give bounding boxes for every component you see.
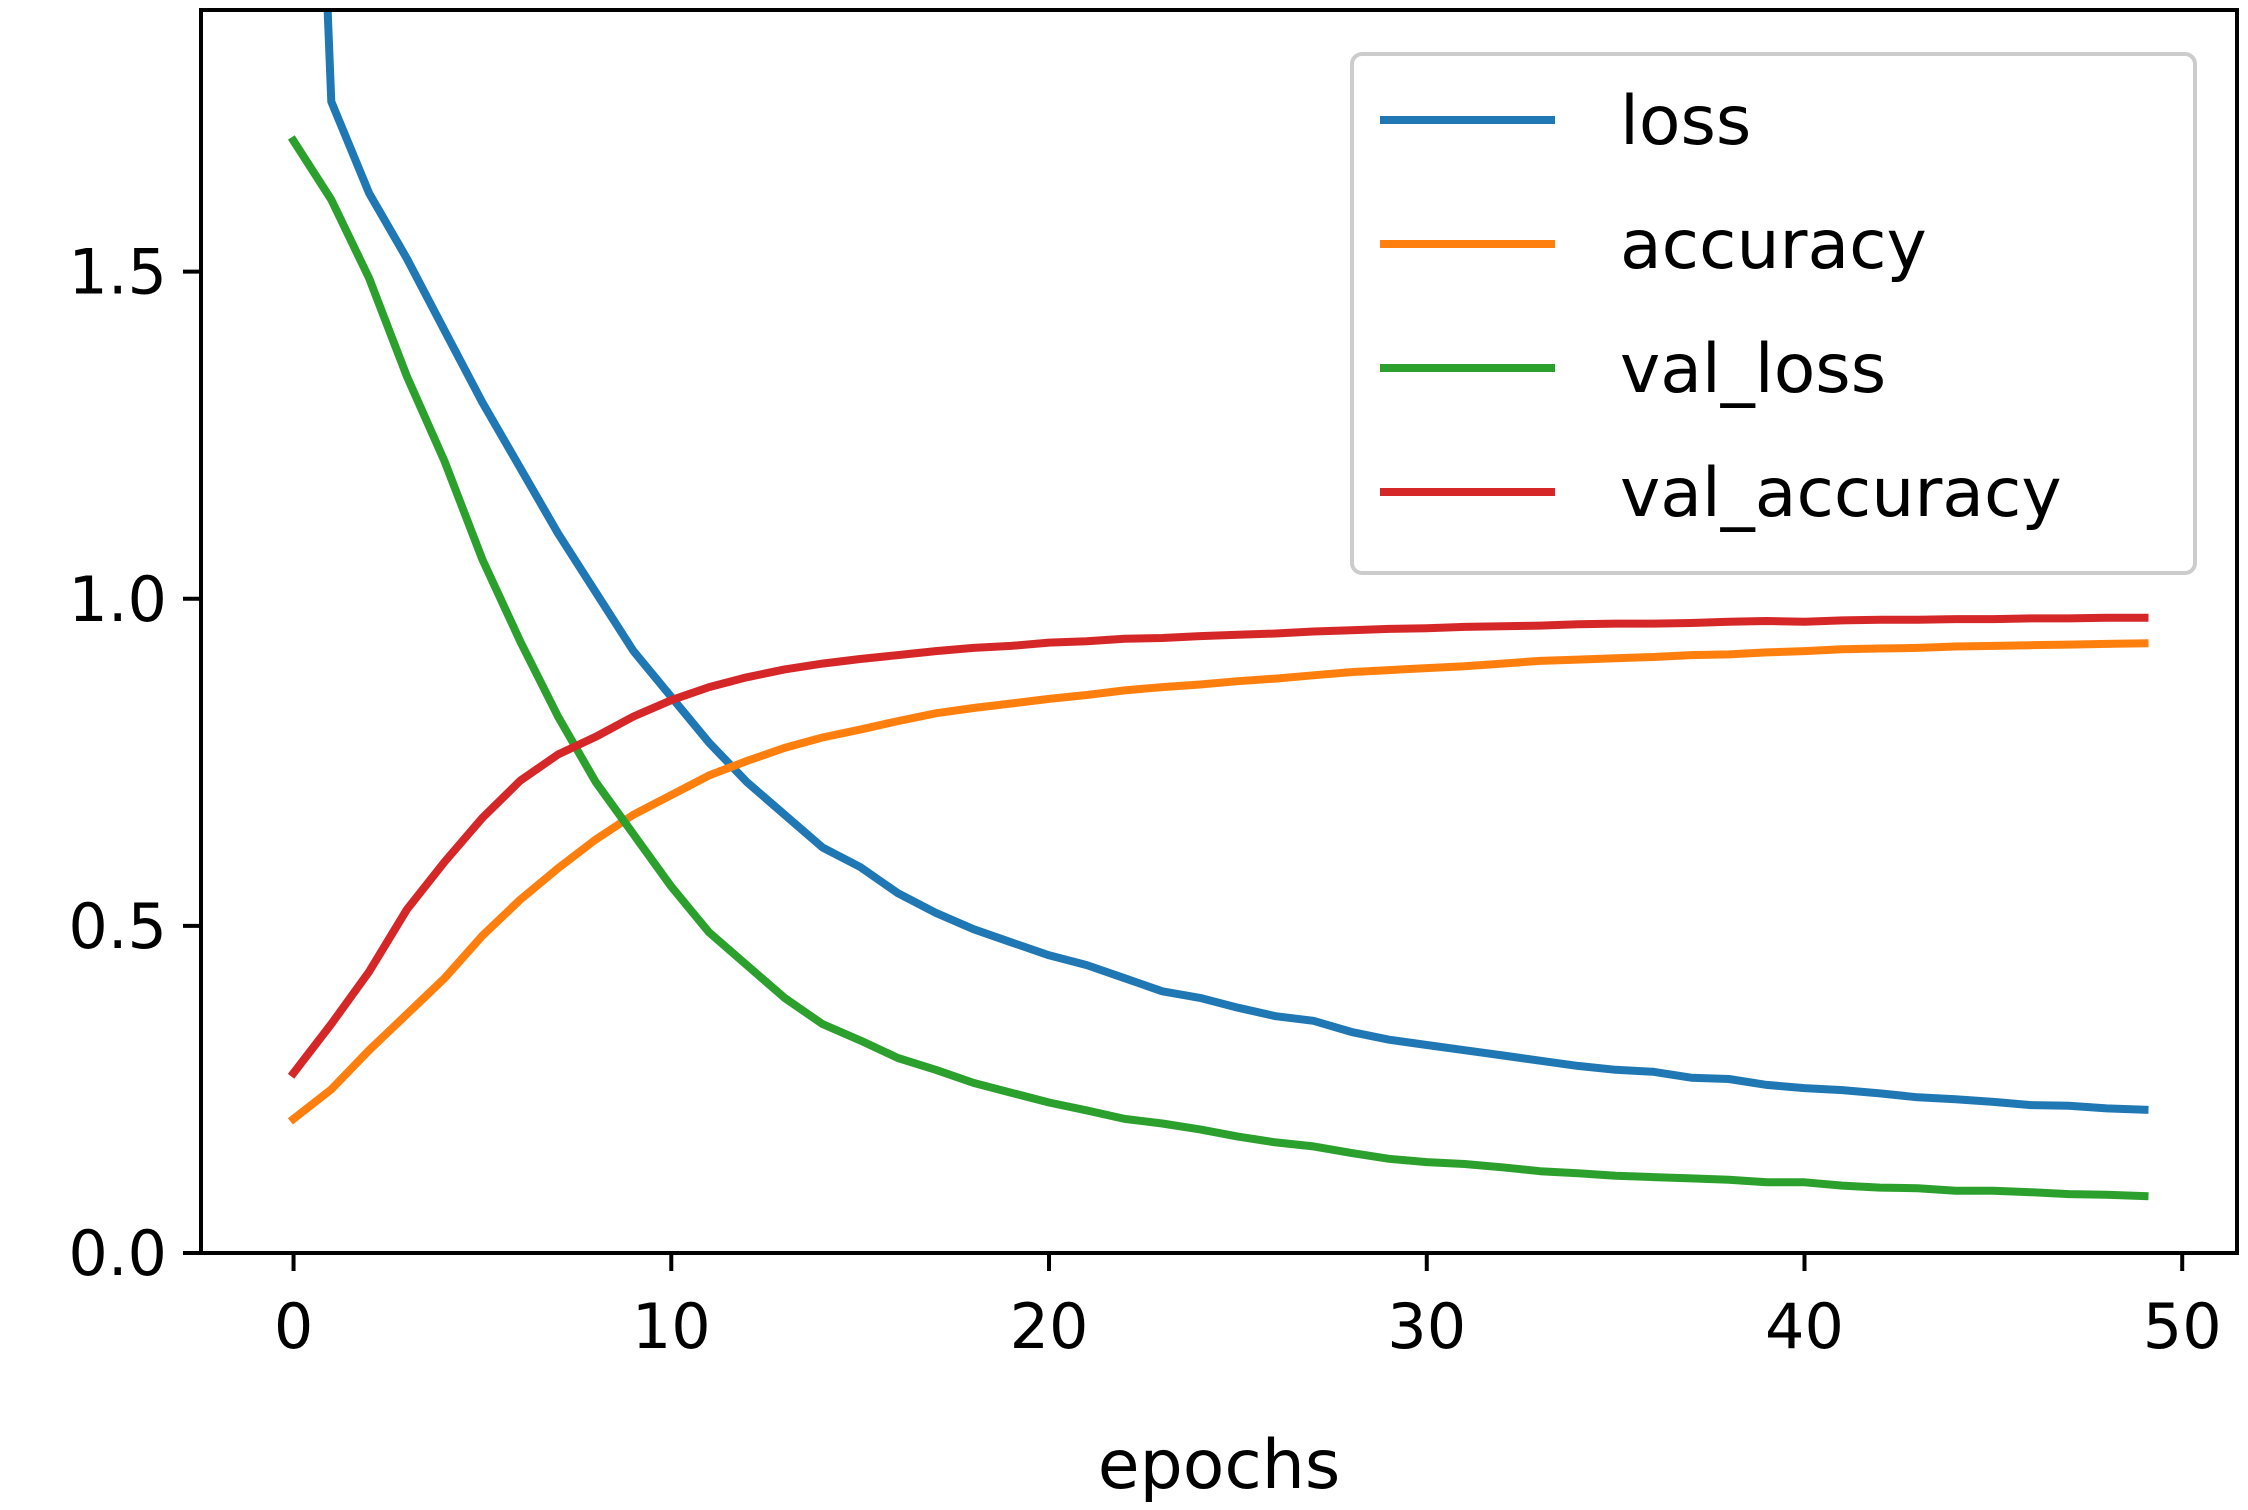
y-tick-label: 0.0 xyxy=(68,1217,167,1290)
legend-label-val-accuracy: val_accuracy xyxy=(1620,454,2062,533)
series-line-val-accuracy xyxy=(287,613,2149,1079)
legend-label-loss: loss xyxy=(1620,82,1751,161)
legend-frame xyxy=(1350,52,2197,575)
x-tick-label: 10 xyxy=(632,1290,711,1363)
x-axis-label: epochs xyxy=(1098,1426,1341,1505)
legend-label-accuracy: accuracy xyxy=(1620,206,1927,285)
plot-frame xyxy=(199,8,2239,1255)
x-tick-label: 20 xyxy=(1010,1290,1089,1363)
series-group xyxy=(287,10,2149,1201)
x-axis: 0 10 20 30 40 50 xyxy=(274,1253,2222,1363)
x-tick-label: 50 xyxy=(2143,1290,2222,1363)
legend-label-val-loss: val_loss xyxy=(1620,330,1886,409)
series-line-val-loss xyxy=(287,135,2149,1201)
legend: loss accuracy val_loss val_accuracy xyxy=(1350,52,2197,575)
x-tick-label: 0 xyxy=(274,1290,313,1363)
x-tick-label: 30 xyxy=(1387,1290,1466,1363)
y-tick-label: 1.5 xyxy=(68,236,167,309)
y-axis: 0.0 0.5 1.0 1.5 xyxy=(68,236,201,1290)
series-line-accuracy xyxy=(287,639,2149,1125)
x-tick-label: 40 xyxy=(1765,1290,1844,1363)
series-line-loss xyxy=(323,10,2149,1114)
y-tick-label: 1.0 xyxy=(68,563,167,636)
y-tick-label: 0.5 xyxy=(68,890,167,963)
